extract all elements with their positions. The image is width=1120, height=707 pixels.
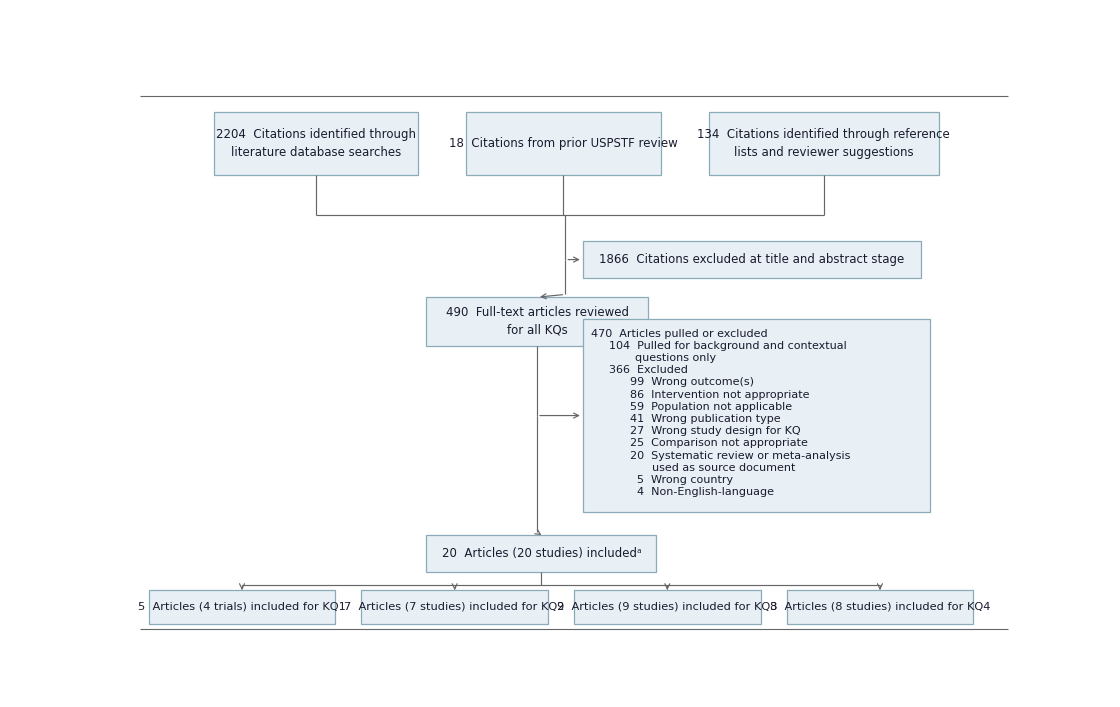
Text: 4  Non-English-language: 4 Non-English-language bbox=[631, 487, 774, 497]
Text: 470  Articles pulled or excluded: 470 Articles pulled or excluded bbox=[591, 329, 768, 339]
FancyBboxPatch shape bbox=[786, 590, 973, 624]
FancyBboxPatch shape bbox=[362, 590, 548, 624]
FancyBboxPatch shape bbox=[466, 112, 661, 175]
Text: 104  Pulled for background and contextual: 104 Pulled for background and contextual bbox=[609, 341, 847, 351]
Text: 490  Full-text articles reviewed
for all KQs: 490 Full-text articles reviewed for all … bbox=[446, 306, 628, 337]
Text: used as source document: used as source document bbox=[652, 463, 795, 473]
FancyBboxPatch shape bbox=[709, 112, 939, 175]
Text: 2204  Citations identified through
literature database searches: 2204 Citations identified through litera… bbox=[216, 128, 416, 158]
Text: 20  Articles (20 studies) includedᵃ: 20 Articles (20 studies) includedᵃ bbox=[441, 547, 642, 560]
Text: 59  Population not applicable: 59 Population not applicable bbox=[631, 402, 793, 412]
Text: 5  Wrong country: 5 Wrong country bbox=[631, 475, 734, 485]
Text: 27  Wrong study design for KQ: 27 Wrong study design for KQ bbox=[631, 426, 801, 436]
Text: 7  Articles (7 studies) included for KQ2: 7 Articles (7 studies) included for KQ2 bbox=[345, 602, 564, 612]
FancyBboxPatch shape bbox=[582, 319, 930, 512]
Text: 41  Wrong publication type: 41 Wrong publication type bbox=[631, 414, 781, 424]
FancyBboxPatch shape bbox=[149, 590, 335, 624]
FancyBboxPatch shape bbox=[427, 535, 656, 572]
Text: questions only: questions only bbox=[635, 353, 716, 363]
Text: 8  Articles (8 studies) included for KQ4: 8 Articles (8 studies) included for KQ4 bbox=[769, 602, 990, 612]
Text: 86  Intervention not appropriate: 86 Intervention not appropriate bbox=[631, 390, 810, 399]
FancyBboxPatch shape bbox=[214, 112, 418, 175]
Text: 20  Systematic review or meta-analysis: 20 Systematic review or meta-analysis bbox=[631, 450, 851, 460]
FancyBboxPatch shape bbox=[582, 241, 921, 278]
Text: 18  Citations from prior USPSTF review: 18 Citations from prior USPSTF review bbox=[449, 137, 678, 150]
Text: 9  Articles (9 studies) included for KQ3: 9 Articles (9 studies) included for KQ3 bbox=[557, 602, 777, 612]
Text: 5  Articles (4 trials) included for KQ1: 5 Articles (4 trials) included for KQ1 bbox=[138, 602, 346, 612]
Text: 25  Comparison not appropriate: 25 Comparison not appropriate bbox=[631, 438, 809, 448]
FancyBboxPatch shape bbox=[573, 590, 760, 624]
Text: 1866  Citations excluded at title and abstract stage: 1866 Citations excluded at title and abs… bbox=[599, 253, 905, 266]
Text: 366  Excluded: 366 Excluded bbox=[609, 366, 688, 375]
FancyBboxPatch shape bbox=[427, 297, 647, 346]
Text: 99  Wrong outcome(s): 99 Wrong outcome(s) bbox=[631, 378, 755, 387]
Text: 134  Citations identified through reference
lists and reviewer suggestions: 134 Citations identified through referen… bbox=[697, 128, 950, 158]
